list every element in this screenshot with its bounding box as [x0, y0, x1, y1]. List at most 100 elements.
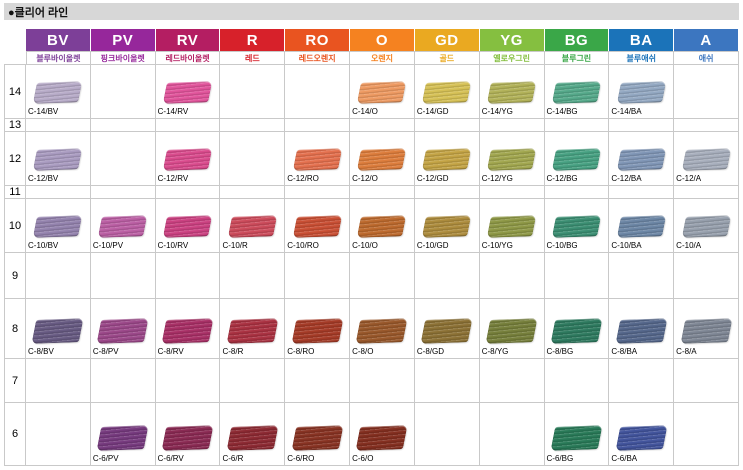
swatch-label: C-12/A [676, 174, 702, 183]
hair-swatch-8-pv [96, 318, 149, 344]
level-row-12: 12 C-12/BV C-12/RV C-12/RO C-12/O C-12/GD C-12… [4, 132, 739, 186]
swatch-cell-10-r: C-10/R [220, 199, 286, 253]
empty-cell-13-pv [90, 119, 156, 132]
column-header-ro: RO [285, 29, 351, 51]
swatch-label: C-12/O [352, 174, 378, 183]
empty-cell-9-rv [155, 253, 221, 299]
level-row-11: 11 [4, 186, 739, 199]
empty-cell-6-gd [414, 403, 480, 466]
subheader-corner [4, 51, 26, 65]
swatch-label: C-10/BA [611, 241, 642, 250]
empty-cell-7-gd [414, 359, 480, 403]
swatch-label: C-10/O [352, 241, 378, 250]
hair-swatch-6-pv [96, 425, 149, 451]
empty-cell-13-o [350, 119, 415, 132]
level-row-7: 7 [4, 359, 739, 403]
column-korean-name-ba: 블루애쉬 [609, 51, 675, 65]
empty-cell-14-r [220, 65, 286, 119]
hair-swatch-8-rv [161, 318, 214, 344]
empty-cell-9-ba [609, 253, 675, 299]
level-number-10: 10 [4, 199, 26, 253]
column-subheader-row: 블루바이올렛 핑크바이올렛 레드바이올렛 레드 레드오렌지 오렌지 골드 옐로우그린 블루그린 블… [4, 51, 739, 65]
column-korean-name-gd: 골드 [414, 51, 480, 65]
swatch-label: C-14/RV [157, 107, 189, 116]
empty-cell-13-a [674, 119, 739, 132]
swatch-cell-14-bg: C-14/BG [544, 65, 610, 119]
swatch-label: C-8/BA [611, 347, 638, 356]
swatch-label: C-10/BG [546, 241, 578, 250]
swatch-cell-8-r: C-8/R [220, 299, 286, 359]
header-corner [4, 29, 26, 51]
level-row-8: 8 C-8/BV C-8/PV C-8/RV C-8/R C-8/RO C-8/O C-8/G… [4, 299, 739, 359]
hair-swatch-8-a [680, 318, 733, 344]
hair-swatch-10-bv [33, 215, 83, 238]
empty-cell-6-bv [26, 403, 91, 466]
empty-cell-9-bv [26, 253, 91, 299]
level-number-7: 7 [4, 359, 26, 403]
swatch-cell-14-ba: C-14/BA [609, 65, 675, 119]
level-number-11: 11 [4, 186, 26, 199]
swatch-cell-14-bv: C-14/BV [26, 65, 91, 119]
swatch-cell-8-o: C-8/O [350, 299, 415, 359]
swatch-label: C-8/YG [481, 347, 509, 356]
empty-cell-13-ro [285, 119, 351, 132]
empty-cell-13-rv [155, 119, 221, 132]
color-chart-table: BV PV RV R RO O GD YG BG BA A 블루바이올렛 핑크바이올렛 레드바이올렛 레드 레… [4, 29, 739, 466]
level-row-10: 10 C-10/BV C-10/PV C-10/RV C-10/R C-10/RO C-10… [4, 199, 739, 253]
column-korean-name-yg: 옐로우그린 [479, 51, 545, 65]
empty-cell-6-a [674, 403, 739, 466]
swatch-cell-8-a: C-8/A [674, 299, 739, 359]
level-number-12: 12 [4, 132, 26, 186]
column-korean-name-o: 오렌지 [350, 51, 415, 65]
swatch-label: C-10/R [222, 241, 248, 250]
hair-swatch-14-bg [551, 81, 602, 104]
column-korean-name-r: 레드 [220, 51, 286, 65]
empty-cell-11-yg [479, 186, 545, 199]
empty-cell-11-a [674, 186, 739, 199]
swatch-label: C-6/BG [546, 454, 574, 463]
swatch-cell-6-bg: C-6/BG [544, 403, 610, 466]
swatch-cell-8-gd: C-8/GD [414, 299, 480, 359]
hair-swatch-10-r [227, 215, 278, 238]
empty-cell-13-gd [414, 119, 480, 132]
empty-cell-6-yg [479, 403, 545, 466]
swatch-cell-12-bg: C-12/BG [544, 132, 610, 186]
hair-swatch-10-ro [292, 215, 342, 238]
empty-cell-9-bg [544, 253, 610, 299]
swatch-label: C-8/BG [546, 347, 574, 356]
swatch-label: C-8/BV [28, 347, 54, 356]
swatch-cell-8-bv: C-8/BV [26, 299, 91, 359]
column-korean-name-bv: 블루바이올렛 [26, 51, 91, 65]
swatch-cell-10-yg: C-10/YG [479, 199, 545, 253]
swatch-cell-8-bg: C-8/BG [544, 299, 610, 359]
swatch-cell-12-yg: C-12/YG [479, 132, 545, 186]
swatch-label: C-12/GD [416, 174, 449, 183]
empty-cell-11-gd [414, 186, 480, 199]
empty-cell-13-ba [609, 119, 675, 132]
hair-swatch-8-o [355, 318, 409, 344]
empty-cell-14-pv [90, 65, 156, 119]
hair-swatch-10-o [357, 215, 407, 238]
empty-cell-7-a [674, 359, 739, 403]
hair-swatch-14-o [357, 81, 407, 104]
column-korean-name-ro: 레드오렌지 [285, 51, 351, 65]
level-number-9: 9 [4, 253, 26, 299]
swatch-cell-14-gd: C-14/GD [414, 65, 480, 119]
hair-swatch-12-bv [33, 148, 83, 171]
empty-cell-11-ba [609, 186, 675, 199]
hair-swatch-12-bg [551, 148, 602, 171]
swatch-label: C-10/PV [92, 241, 124, 250]
swatch-label: C-12/RO [287, 174, 319, 183]
swatch-label: C-6/O [352, 454, 374, 463]
hair-swatch-14-yg [486, 81, 537, 104]
hair-swatch-6-ro [291, 425, 344, 451]
swatch-label: C-14/BV [28, 107, 59, 116]
hair-swatch-12-yg [486, 148, 537, 171]
empty-cell-7-r [220, 359, 286, 403]
swatch-label: C-8/R [222, 347, 244, 356]
swatch-label: C-12/RV [157, 174, 189, 183]
swatch-label: C-10/YG [481, 241, 513, 250]
swatch-cell-12-o: C-12/O [350, 132, 415, 186]
hair-swatch-8-gd [420, 318, 473, 344]
